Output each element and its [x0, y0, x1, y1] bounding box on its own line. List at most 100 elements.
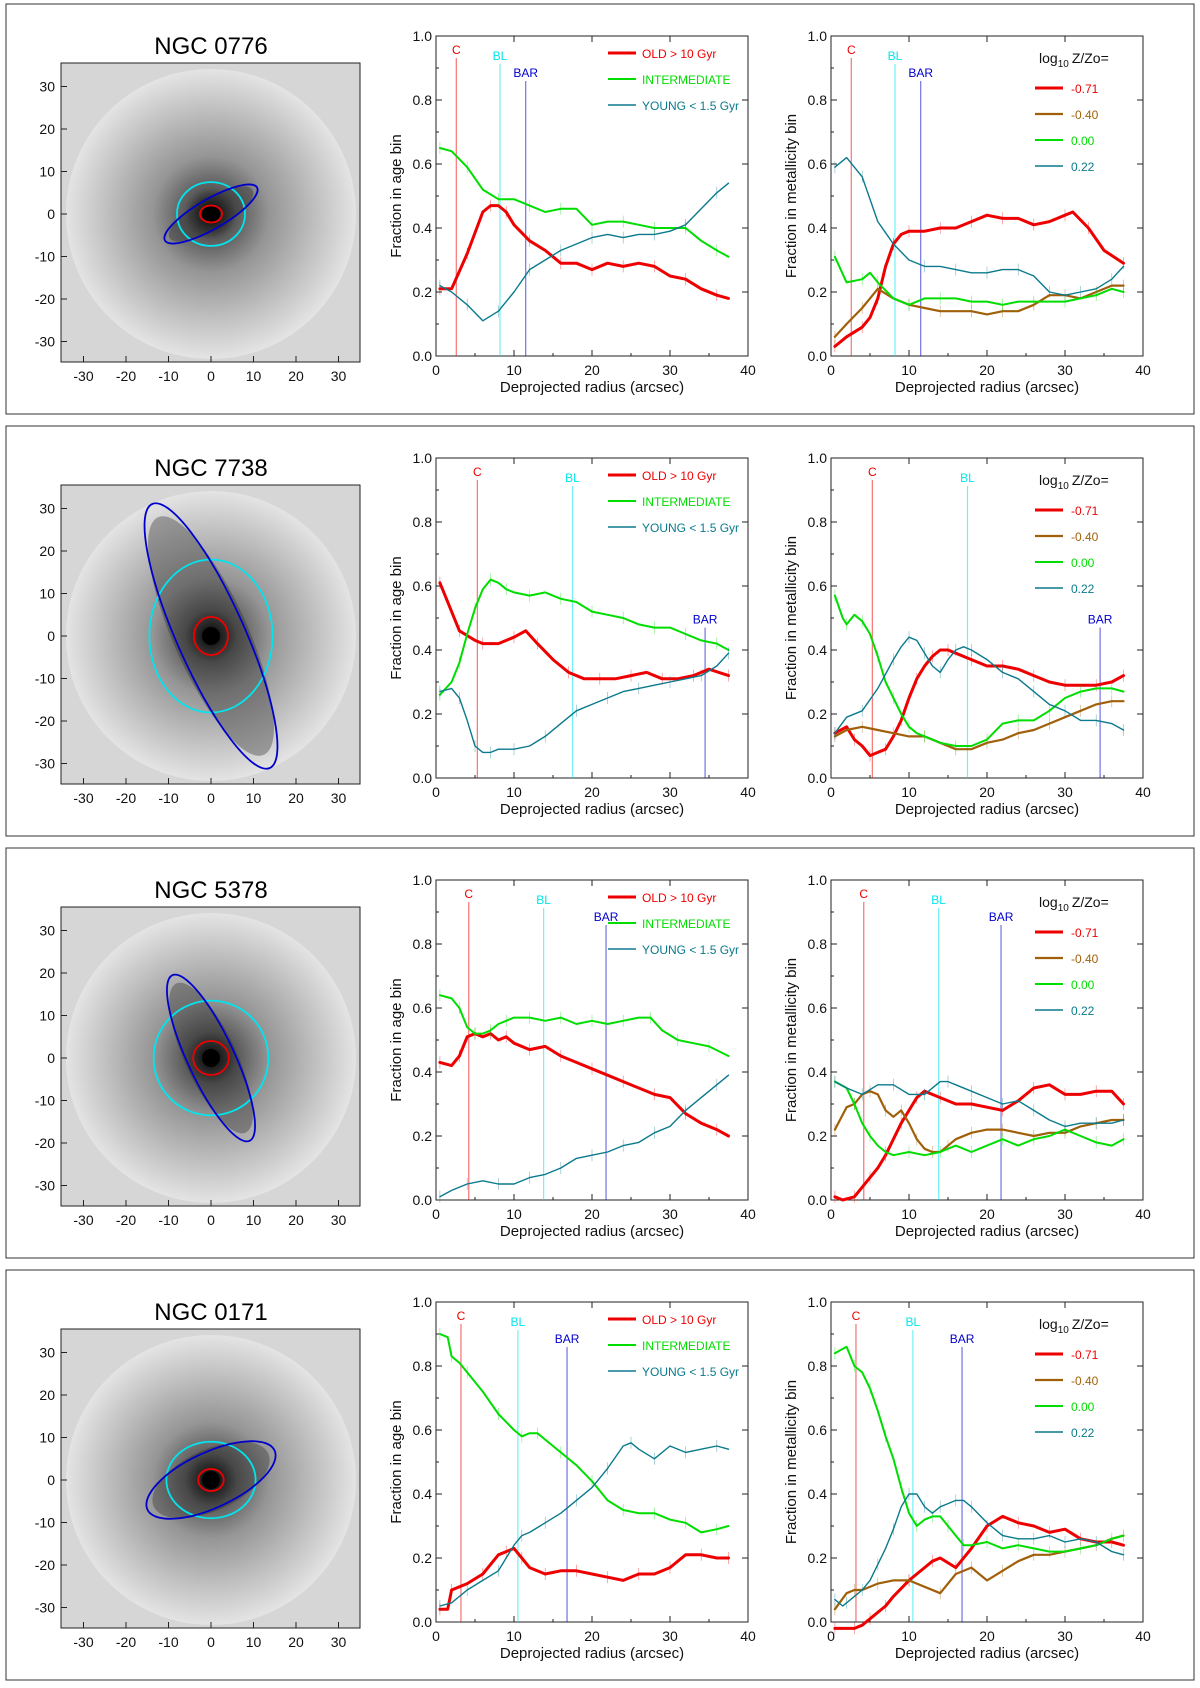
galaxy-nucleus — [202, 1049, 220, 1067]
image-x-tick-label: -10 — [158, 368, 178, 384]
panel-frame — [5, 847, 1195, 1259]
y-tick-label: 0.8 — [413, 514, 433, 530]
galaxy-title: NGC 5378 — [154, 877, 267, 904]
galaxy-title: NGC 0171 — [154, 1299, 267, 1326]
y-tick-label: 0.2 — [413, 284, 433, 300]
image-y-tick-label: 10 — [39, 586, 55, 602]
x-tick-label: 0 — [827, 1206, 835, 1222]
galaxy-image: -30 -20 -10 0 10 20 30 30 20 10 0 -10 -20 -30 — [35, 62, 361, 384]
isophote-ellipse — [148, 558, 274, 714]
age-plot: 0 10 20 30 40 1.0 0.8 0.6 0.4 0.2 0.0 Deprojected r… — [388, 872, 756, 1240]
legend-label: -0.71 — [1071, 1348, 1099, 1362]
series-line — [833, 210, 1125, 348]
x-tick-label: 40 — [740, 784, 756, 800]
isophote-ellipse — [197, 1468, 225, 1492]
x-tick-label: 0 — [827, 784, 835, 800]
image-y-tick-label: -30 — [35, 756, 55, 772]
image-x-tick-label: 0 — [207, 1212, 215, 1228]
series-line — [439, 182, 730, 322]
image-x-tick-label: 10 — [246, 1634, 262, 1650]
legend-title: log10 Z/Zo= — [1039, 472, 1109, 492]
x-tick-label: 10 — [506, 1206, 522, 1222]
series-line — [438, 1032, 730, 1138]
x-tick-label: 10 — [506, 784, 522, 800]
radius-marker-label: BL — [931, 893, 946, 907]
y-tick-label: 1.0 — [413, 1294, 433, 1310]
age-plot: 0 10 20 30 40 1.0 0.8 0.6 0.4 0.2 0.0 Deprojected r… — [388, 28, 756, 396]
x-axis-label: Deprojected radius (arcsec) — [895, 379, 1079, 396]
x-tick-label: 40 — [1135, 1206, 1151, 1222]
series-line — [834, 156, 1125, 296]
x-tick-label: 20 — [584, 362, 600, 378]
radius-marker-label: BL — [888, 49, 903, 63]
metallicity-plot: 0 10 20 30 40 1.0 0.8 0.6 0.4 0.2 0.0 Deprojected r… — [783, 450, 1151, 818]
radius-marker-label: C — [464, 887, 473, 901]
series-line — [833, 1080, 1125, 1157]
image-y-tick-label: 20 — [39, 543, 55, 559]
age-plot: 0 10 20 30 40 1.0 0.8 0.6 0.4 0.2 0.0 Deprojected r… — [388, 1294, 756, 1662]
legend-label: OLD > 10 Gyr — [642, 1313, 716, 1327]
x-tick-label: 30 — [1057, 1206, 1073, 1222]
image-x-tick-label: 30 — [331, 368, 347, 384]
y-tick-label: 1.0 — [413, 28, 433, 44]
radius-marker-label: C — [859, 887, 868, 901]
x-tick-label: 30 — [662, 784, 678, 800]
image-x-tick-label: -20 — [116, 1634, 136, 1650]
image-x-tick-label: 0 — [207, 368, 215, 384]
radius-marker-label: C — [457, 1309, 466, 1323]
radius-marker-label: BL — [536, 893, 551, 907]
image-y-tick-label: -20 — [35, 1135, 55, 1151]
isophote-ellipse — [163, 183, 259, 245]
isophote-ellipse — [143, 502, 279, 770]
legend-label: -0.40 — [1071, 1374, 1099, 1388]
legend-label: INTERMEDIATE — [642, 73, 730, 87]
legend-title: log10 Z/Zo= — [1039, 50, 1109, 70]
image-y-tick-label: 10 — [39, 1008, 55, 1024]
y-tick-label: 0.8 — [808, 1358, 828, 1374]
isophote-ellipse — [192, 1040, 230, 1076]
series-line — [438, 147, 730, 258]
y-tick-label: 0.4 — [808, 1486, 828, 1502]
radius-marker-label: C — [852, 1309, 861, 1323]
image-y-tick-label: -10 — [35, 1515, 55, 1531]
legend-label: YOUNG < 1.5 Gyr — [642, 1365, 739, 1379]
image-x-tick-label: -10 — [158, 1634, 178, 1650]
galaxy-nucleus — [202, 1471, 220, 1489]
image-x-tick-label: 20 — [288, 1634, 304, 1650]
series-line — [833, 648, 1125, 758]
image-y-tick-label: 20 — [39, 121, 55, 137]
legend-label: -0.40 — [1071, 530, 1099, 544]
series-line — [833, 700, 1125, 751]
x-tick-label: 20 — [979, 1206, 995, 1222]
x-tick-label: 30 — [1057, 1628, 1073, 1644]
galaxy-nucleus — [202, 205, 220, 223]
image-x-tick-label: 0 — [207, 1634, 215, 1650]
x-tick-label: 40 — [1135, 784, 1151, 800]
x-tick-label: 0 — [432, 1206, 440, 1222]
image-y-tick-label: -20 — [35, 713, 55, 729]
legend-label: -0.40 — [1071, 952, 1099, 966]
radius-marker-label: BL — [565, 471, 580, 485]
image-x-tick-label: 10 — [246, 1212, 262, 1228]
radius-marker-label: BAR — [693, 613, 718, 627]
x-axis-label: Deprojected radius (arcsec) — [895, 801, 1079, 818]
x-axis-label: Deprojected radius (arcsec) — [500, 801, 684, 818]
radius-marker-label: BL — [906, 1315, 921, 1329]
image-y-tick-label: 20 — [39, 965, 55, 981]
y-tick-label: 0.6 — [808, 1000, 828, 1016]
y-tick-label: 0.2 — [413, 1550, 433, 1566]
radius-marker-label: BAR — [950, 1332, 975, 1346]
image-y-tick-label: -30 — [35, 1178, 55, 1194]
image-y-tick-label: 30 — [39, 501, 55, 517]
series-line — [438, 1546, 730, 1611]
x-tick-label: 0 — [432, 362, 440, 378]
panel-row: -30 -20 -10 0 10 20 30 30 20 10 0 -10 -20 -30 NGC 0171… — [5, 1269, 1195, 1681]
y-tick-label: 0.8 — [413, 92, 433, 108]
isophote-ellipse — [145, 1440, 277, 1520]
y-tick-label: 1.0 — [413, 872, 433, 888]
plot-frame — [830, 35, 1144, 357]
y-tick-label: 1.0 — [808, 28, 828, 44]
x-tick-label: 30 — [662, 1206, 678, 1222]
x-tick-label: 20 — [979, 362, 995, 378]
radius-marker-label: C — [452, 43, 461, 57]
